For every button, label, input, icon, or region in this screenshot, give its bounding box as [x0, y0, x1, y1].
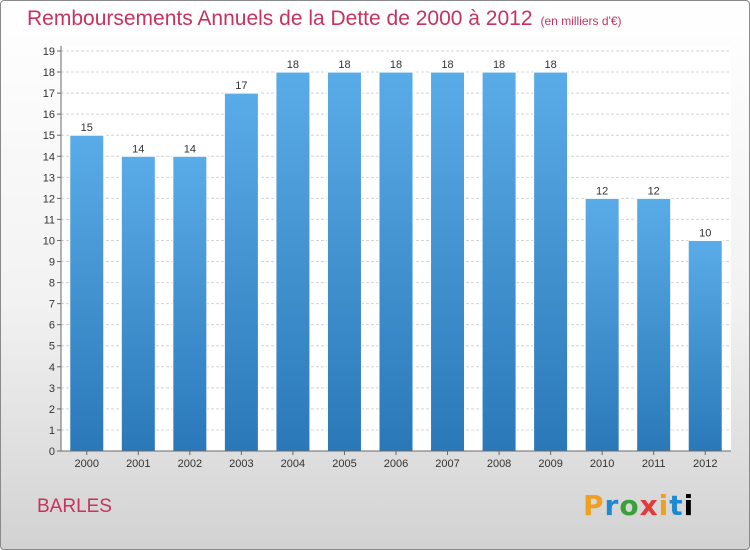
x-tick-label: 2004 — [281, 458, 305, 470]
y-tick-label: 1 — [49, 425, 55, 437]
data-label: 18 — [390, 59, 402, 71]
y-tick-label: 8 — [49, 278, 55, 290]
x-tick-label: 2001 — [126, 458, 150, 470]
bar — [533, 71, 569, 452]
x-tick-label: 2008 — [487, 458, 511, 470]
data-label: 18 — [338, 59, 350, 71]
data-label: 17 — [235, 80, 247, 92]
y-tick-label: 13 — [43, 172, 55, 184]
x-tick-label: 2005 — [332, 458, 356, 470]
data-label: 18 — [287, 59, 299, 71]
y-tick-label: 19 — [43, 46, 55, 58]
proxiti-logo: Proxiti — [583, 489, 695, 522]
x-tick-label: 2009 — [538, 458, 562, 470]
bar — [69, 134, 105, 452]
x-tick-label: 2000 — [75, 458, 99, 470]
y-tick-label: 18 — [43, 67, 55, 79]
y-tick-label: 3 — [49, 383, 55, 395]
y-tick-label: 17 — [43, 88, 55, 100]
x-tick-label: 2011 — [642, 458, 666, 470]
chart-subtitle: (en milliers d'€) — [540, 14, 622, 28]
data-label: 15 — [81, 122, 93, 134]
x-tick-label: 2010 — [590, 458, 614, 470]
y-tick-label: 9 — [49, 257, 55, 269]
x-tick-label: 2002 — [178, 458, 202, 470]
y-tick-label: 6 — [49, 320, 55, 332]
y-tick-label: 7 — [49, 299, 55, 311]
bar — [687, 239, 723, 452]
bar — [275, 71, 311, 452]
chart-title: Remboursements Annuels de la Dette de 20… — [27, 7, 622, 31]
data-label: 10 — [699, 227, 711, 239]
data-label: 18 — [493, 59, 505, 71]
y-tick-label: 12 — [43, 193, 55, 205]
y-tick-label: 4 — [49, 362, 55, 374]
bar — [378, 71, 414, 452]
data-label: 18 — [441, 59, 453, 71]
y-tick-label: 5 — [49, 341, 55, 353]
bar — [481, 71, 517, 452]
bar — [584, 197, 620, 452]
data-label: 18 — [544, 59, 556, 71]
y-tick-label: 2 — [49, 404, 55, 416]
y-tick-label: 14 — [43, 151, 55, 163]
bar — [223, 92, 259, 452]
y-tick-label: 16 — [43, 109, 55, 121]
bar — [430, 71, 466, 452]
city-name: BARLES — [37, 496, 112, 517]
data-label: 12 — [648, 185, 660, 197]
x-tick-label: 2006 — [384, 458, 408, 470]
y-tick-label: 0 — [49, 446, 55, 458]
bar — [172, 155, 208, 452]
bar — [326, 71, 362, 452]
data-label: 14 — [184, 143, 196, 155]
x-tick-label: 2012 — [693, 458, 717, 470]
y-tick-label: 10 — [43, 235, 55, 247]
x-tick-label: 2007 — [435, 458, 459, 470]
bar — [636, 197, 672, 452]
bar-chart: 0123456789101112131415161718191520001420… — [43, 46, 731, 470]
y-tick-label: 11 — [44, 214, 55, 226]
data-label: 12 — [596, 185, 608, 197]
x-tick-label: 2003 — [229, 458, 253, 470]
y-tick-label: 15 — [43, 130, 55, 142]
data-label: 14 — [132, 143, 144, 155]
title-text: Remboursements Annuels de la Dette de 20… — [27, 7, 533, 30]
bar — [120, 155, 156, 452]
